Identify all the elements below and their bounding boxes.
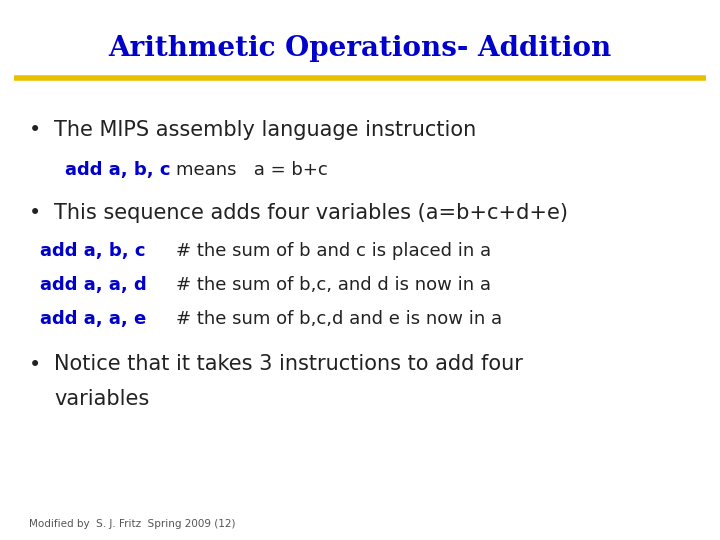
Text: Arithmetic Operations- Addition: Arithmetic Operations- Addition [109,35,611,62]
Text: add a, b, c: add a, b, c [65,161,171,179]
Text: Modified by  S. J. Fritz  Spring 2009 (12): Modified by S. J. Fritz Spring 2009 (12) [29,519,235,529]
Text: means   a = b+c: means a = b+c [176,161,328,179]
Text: # the sum of b and c is placed in a: # the sum of b and c is placed in a [176,242,492,260]
Text: This sequence adds four variables (a=b+c+d+e): This sequence adds four variables (a=b+c… [54,203,568,224]
Text: # the sum of b,c,d and e is now in a: # the sum of b,c,d and e is now in a [176,310,503,328]
Text: •: • [29,203,41,224]
Text: The MIPS assembly language instruction: The MIPS assembly language instruction [54,119,476,140]
Text: Notice that it takes 3 instructions to add four: Notice that it takes 3 instructions to a… [54,354,523,375]
Text: add a, b, c: add a, b, c [40,242,145,260]
Text: •: • [29,354,41,375]
Text: add a, a, e: add a, a, e [40,310,146,328]
Text: variables: variables [54,388,149,409]
Text: •: • [29,119,41,140]
Text: add a, a, d: add a, a, d [40,276,146,294]
Text: # the sum of b,c, and d is now in a: # the sum of b,c, and d is now in a [176,276,491,294]
